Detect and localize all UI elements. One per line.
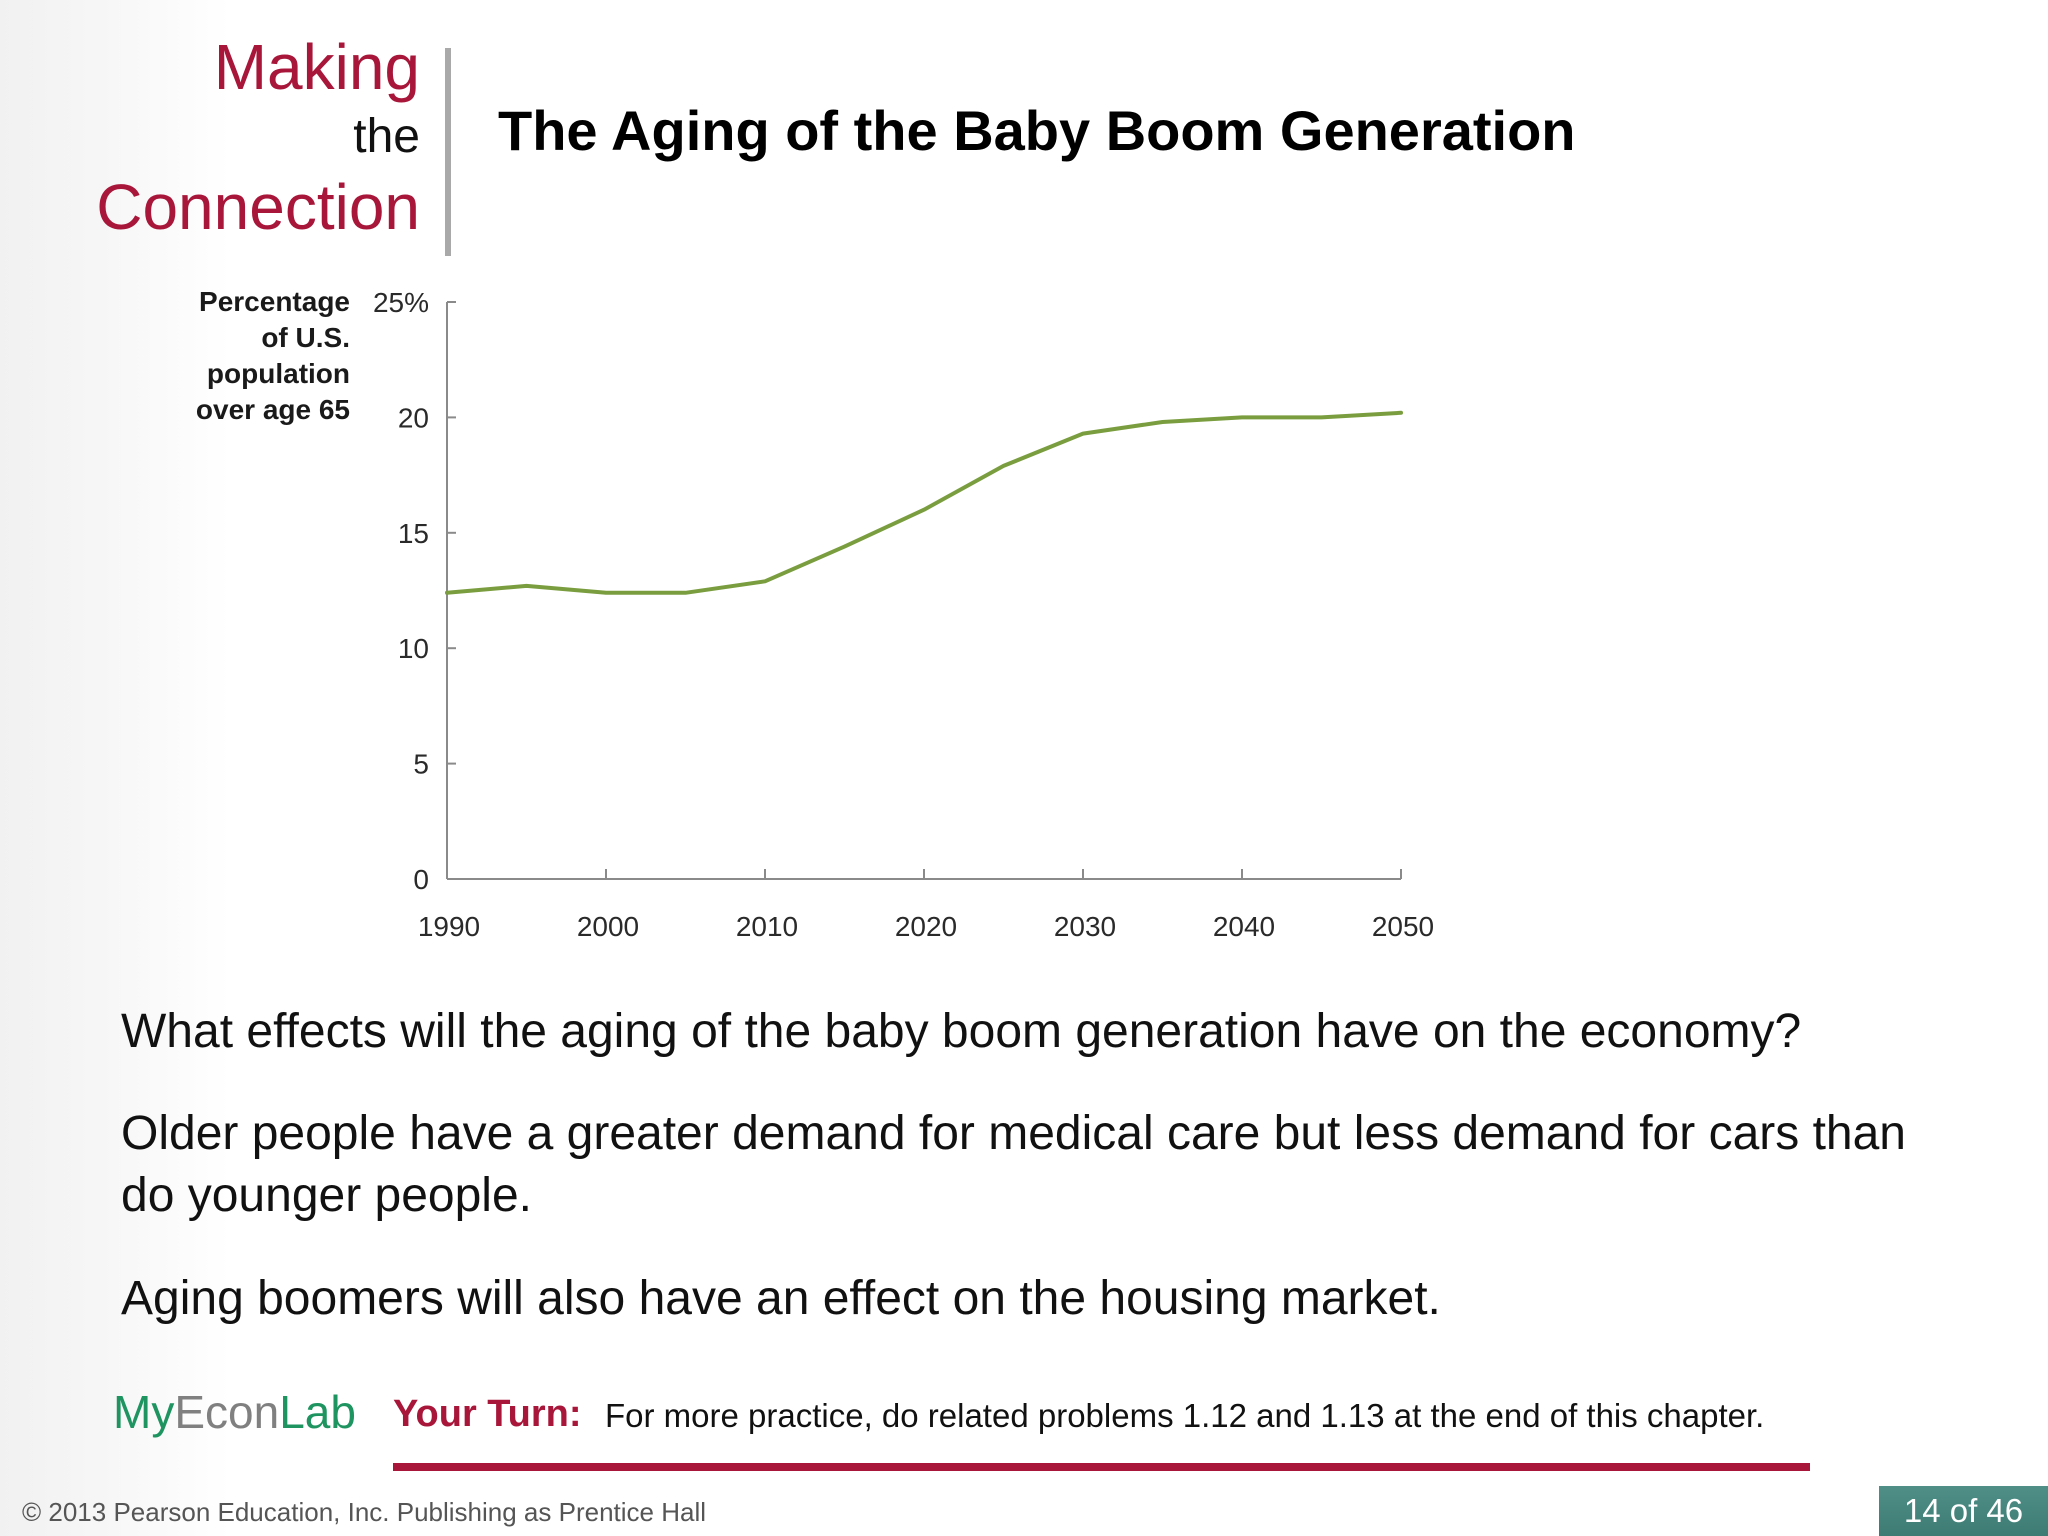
- y-axis-title-line: of U.S.: [261, 322, 350, 353]
- logo-lab: Lab: [279, 1386, 356, 1438]
- data-point: [1240, 415, 1244, 419]
- page-number-badge: 14 of 46: [1879, 1486, 2048, 1536]
- logo-my: My: [113, 1386, 175, 1438]
- y-tick-label: 5: [413, 749, 429, 780]
- y-axis-ticks: 25% 20 15 10 5 0: [373, 287, 456, 895]
- data-point: [1081, 432, 1085, 436]
- y-axis-title-line: population: [207, 358, 350, 389]
- x-tick-label: 2050: [1372, 911, 1434, 942]
- data-point: [1002, 464, 1005, 468]
- myeconlab-logo[interactable]: MyEconLab: [113, 1384, 356, 1440]
- y-axis-title-line: Percentage: [199, 286, 350, 317]
- data-point: [684, 591, 687, 595]
- your-turn-text: For more practice, do related problems 1…: [605, 1397, 1765, 1434]
- data-point: [1320, 415, 1323, 419]
- data-point: [1399, 411, 1403, 415]
- y-axis-title-line: over age 65: [196, 394, 350, 425]
- x-tick-label: 2030: [1054, 911, 1116, 942]
- x-axis-ticks: 1990 2000 2010 2020 2030 2040 2050: [418, 869, 1434, 942]
- data-point: [604, 591, 608, 595]
- slide-title: The Aging of the Baby Boom Generation: [498, 99, 1576, 162]
- y-tick-label: 15: [398, 518, 429, 549]
- x-tick-label: 2040: [1213, 911, 1275, 942]
- y-tick-label: 10: [398, 633, 429, 664]
- data-point: [1161, 420, 1164, 424]
- making-the-connection-making: Making: [213, 31, 420, 103]
- line-chart: Percentage of U.S. population over age 65 2…: [196, 286, 1434, 942]
- x-tick-label: 2000: [577, 911, 639, 942]
- medical-care-paragraph: Older people have a greater demand for m…: [121, 1107, 1906, 1222]
- x-tick-label: 2020: [895, 911, 957, 942]
- header-divider: [445, 48, 451, 256]
- x-tick-label: 2010: [736, 911, 798, 942]
- housing-paragraph: Aging boomers will also have an effect o…: [121, 1272, 1441, 1325]
- left-edge-shade: [0, 0, 230, 1536]
- making-the-connection-the: the: [353, 110, 420, 163]
- data-point: [843, 545, 846, 549]
- chart-series: [445, 410, 1403, 595]
- question-paragraph: What effects will the aging of the baby …: [121, 1005, 1802, 1058]
- y-tick-label: 20: [398, 402, 429, 433]
- data-point: [763, 579, 767, 583]
- logo-econ: Econ: [174, 1386, 280, 1438]
- data-point: [525, 584, 528, 588]
- y-tick-label: 0: [413, 864, 429, 895]
- copyright-notice: © 2013 Pearson Education, Inc. Publishin…: [22, 1497, 706, 1527]
- data-point: [922, 508, 926, 512]
- y-tick-label: 25%: [373, 287, 429, 318]
- footer-rule: [393, 1463, 1810, 1471]
- series-line: [445, 410, 1403, 595]
- your-turn-label: Your Turn:: [393, 1393, 582, 1435]
- data-point: [445, 591, 449, 595]
- y-axis-title: Percentage of U.S. population over age 65: [196, 286, 350, 425]
- x-tick-label: 1990: [418, 911, 480, 942]
- making-the-connection-connection: Connection: [96, 171, 420, 243]
